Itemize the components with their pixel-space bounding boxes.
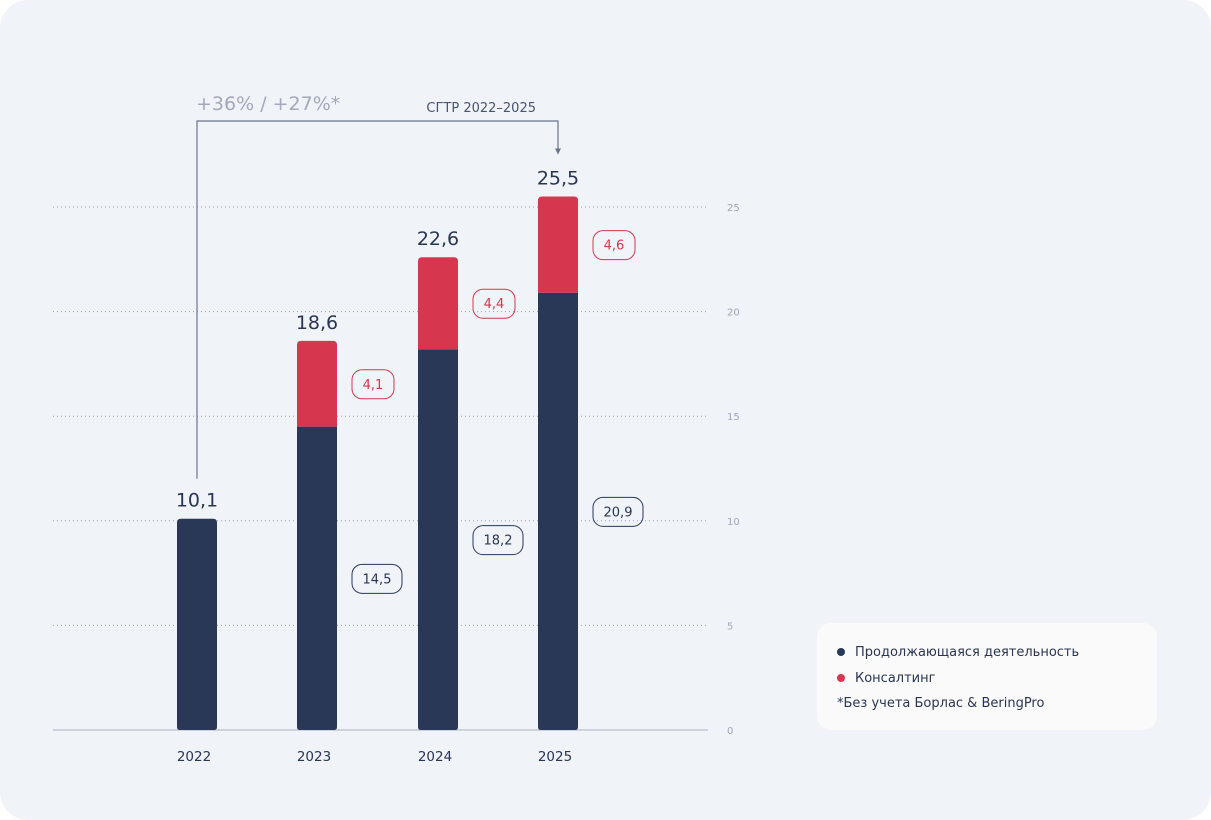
value-badge-continuing-2024 — [472, 525, 524, 556]
value-badge-continuing-2023 — [351, 563, 403, 594]
legend-item-consulting: Консалтинг — [837, 665, 1137, 691]
legend-item-continuing: Продолжающаяся деятельность — [837, 639, 1137, 665]
value-badge-consulting-2025 — [592, 230, 636, 261]
x-tick-label-2025: 2025 — [538, 749, 572, 765]
bar-continuing-2023 — [297, 426, 337, 730]
y-tick-label: 5 — [727, 621, 733, 632]
x-tick-label-2023: 2023 — [297, 749, 331, 765]
total-label-2025: 25,5 — [537, 168, 579, 190]
bar-continuing-2024 — [418, 349, 458, 730]
y-tick-label: 15 — [727, 412, 740, 423]
cagr-arrow-head — [555, 148, 561, 155]
cagr-label: СГТР 2022–2025 — [426, 101, 536, 116]
y-tick-label: 25 — [727, 203, 740, 214]
value-badge-consulting-2024 — [472, 288, 516, 319]
value-label-continuing-2023: 14,5 — [363, 572, 392, 587]
total-label-2022: 10,1 — [176, 490, 218, 512]
value-badge-continuing-2025 — [592, 496, 644, 527]
y-tick-label: 20 — [727, 308, 740, 319]
legend-swatch-continuing — [837, 648, 845, 656]
total-label-2024: 22,6 — [417, 228, 459, 250]
legend: Продолжающаяся деятельность Консалтинг *… — [817, 623, 1157, 730]
cagr-bracket-line — [196, 120, 559, 479]
bar-consulting-2023 — [297, 340, 337, 427]
bar-continuing-2025 — [538, 292, 578, 730]
value-badge-consulting-2023 — [351, 369, 395, 400]
value-label-consulting-2023: 4,1 — [363, 378, 384, 393]
x-tick-label-2022: 2022 — [177, 749, 211, 765]
bar-consulting-2024 — [418, 257, 458, 350]
y-tick-label: 10 — [727, 517, 740, 528]
value-label-consulting-2025: 4,6 — [604, 239, 625, 254]
bar-continuing-2022 — [177, 518, 217, 730]
legend-label-consulting: Консалтинг — [855, 670, 936, 686]
total-label-2023: 18,6 — [296, 312, 338, 334]
value-label-continuing-2024: 18,2 — [484, 534, 513, 549]
legend-footnote: *Без учета Борлас & BeringPro — [837, 696, 1045, 711]
y-tick-label: 0 — [727, 726, 733, 737]
legend-swatch-consulting — [837, 674, 845, 682]
value-label-continuing-2025: 20,9 — [604, 505, 633, 520]
bar-consulting-2025 — [538, 196, 578, 293]
growth-rate-label: +36% / +27%* — [196, 93, 340, 115]
legend-label-continuing: Продолжающаяся деятельность — [855, 644, 1080, 660]
value-label-consulting-2024: 4,4 — [484, 297, 505, 312]
x-tick-label-2024: 2024 — [418, 749, 452, 765]
